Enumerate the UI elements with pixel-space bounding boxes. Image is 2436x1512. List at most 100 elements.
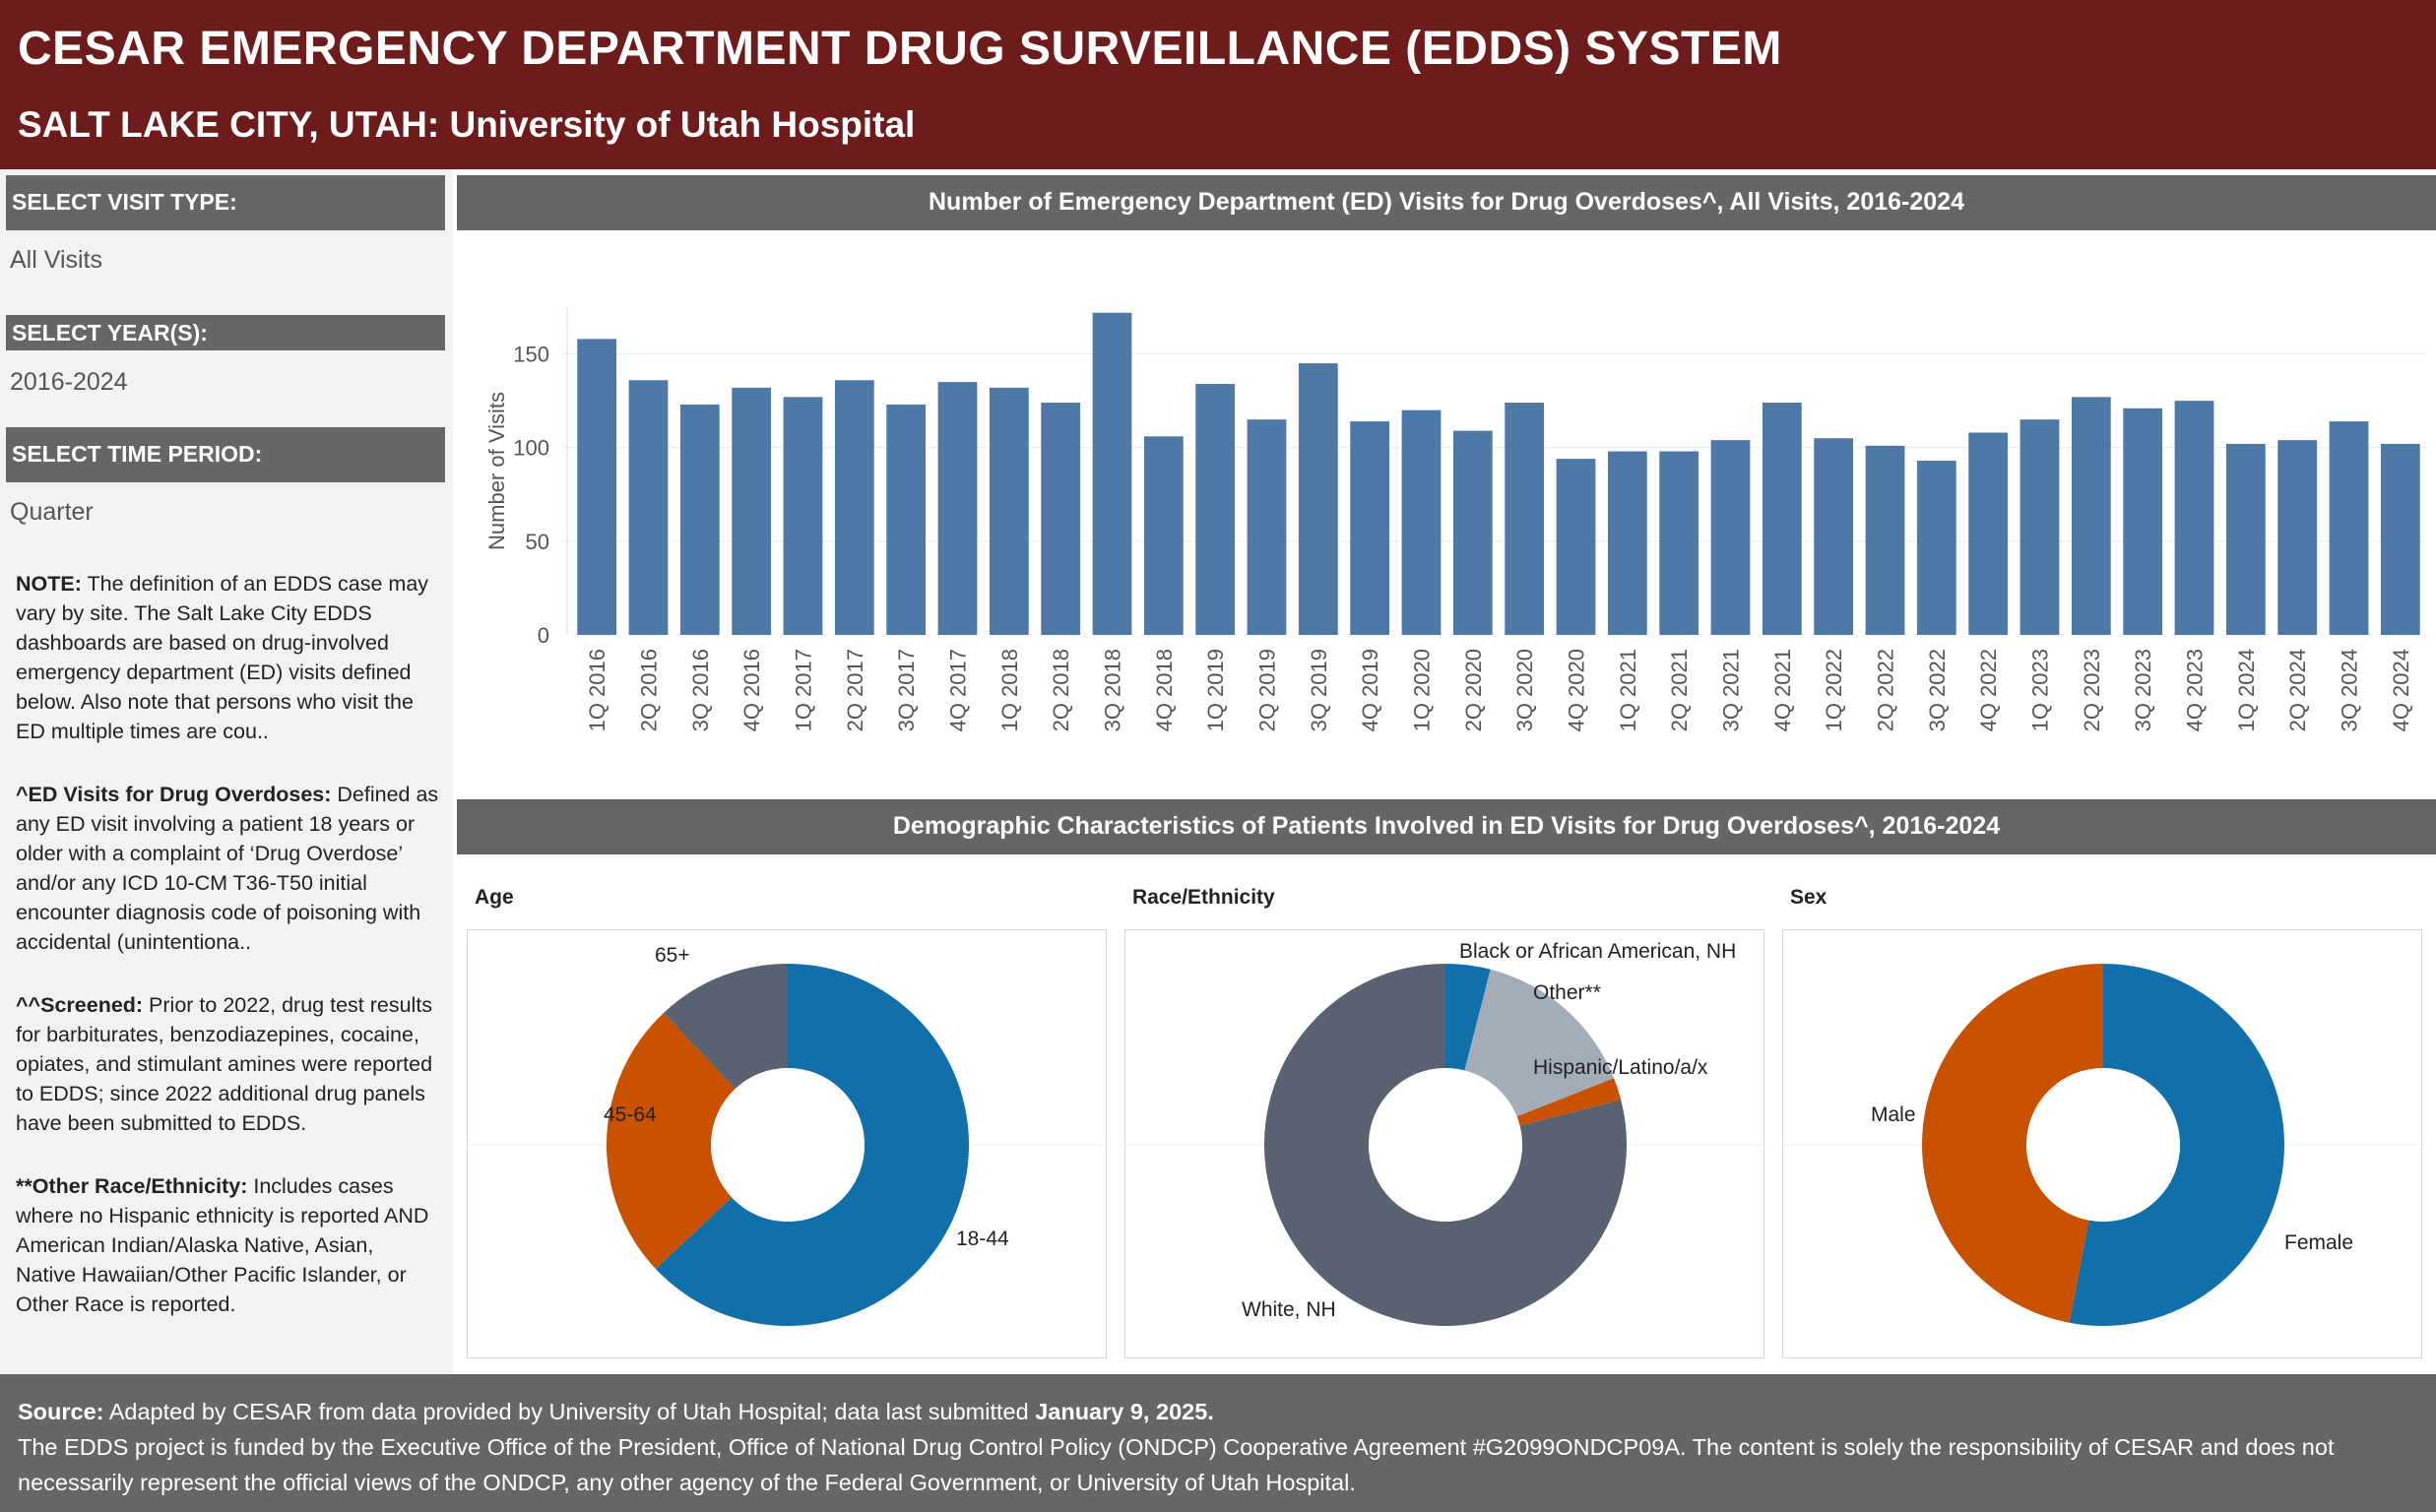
x-tick-label: 3Q 2016 [688, 649, 713, 731]
bar-4Q-2016[interactable] [732, 387, 772, 635]
slice-label: White, NH [1242, 1298, 1336, 1321]
bar-3Q-2019[interactable] [1298, 363, 1338, 635]
slice-black-or-african-american-nh[interactable] [1445, 964, 1491, 1071]
x-tick-label: 2Q 2019 [1255, 649, 1280, 731]
bar-2Q-2021[interactable] [1659, 451, 1699, 635]
bar-4Q-2023[interactable] [2174, 401, 2214, 635]
years-filter-value[interactable]: 2016-2024 [10, 368, 128, 396]
x-tick-label: 3Q 2018 [1101, 649, 1125, 731]
x-tick-label: 4Q 2021 [1770, 649, 1795, 731]
x-tick-label: 2Q 2018 [1049, 649, 1073, 731]
visit-type-filter-value[interactable]: All Visits [10, 246, 103, 274]
sex-chart-frame: Female Male [1782, 929, 2423, 1358]
note-definition-title: NOTE: [16, 572, 82, 596]
years-filter-label: SELECT YEAR(S): [6, 315, 445, 350]
time-period-filter-value[interactable]: Quarter [10, 498, 94, 526]
bar-3Q-2016[interactable] [679, 404, 720, 635]
note-screened-title: ^^Screened: [16, 993, 144, 1017]
x-tick-label: 1Q 2019 [1203, 649, 1228, 731]
note-screened-text: Prior to 2022, drug test results for bar… [16, 993, 433, 1135]
bar-3Q-2020[interactable] [1505, 403, 1545, 635]
x-tick-label: 1Q 2023 [2028, 649, 2053, 731]
bar-1Q-2016[interactable] [577, 339, 617, 635]
slice-45-64[interactable] [607, 1012, 736, 1269]
bar-2Q-2024[interactable] [2277, 440, 2318, 635]
sidebar: SELECT VISIT TYPE: All Visits SELECT YEA… [0, 169, 453, 1374]
source-text: Adapted by CESAR from data provided by U… [103, 1399, 1036, 1424]
slice-18-44[interactable] [655, 964, 969, 1326]
bar-3Q-2022[interactable] [1916, 461, 1956, 635]
donut-hole [1369, 1068, 1522, 1222]
x-tick-label: 4Q 2018 [1152, 649, 1177, 731]
slice-label: Male [1871, 1103, 1916, 1126]
x-tick-label: 4Q 2024 [2389, 649, 2413, 731]
note-ed-visits-text: Defined as any ED visit involving a pati… [16, 783, 439, 954]
bar-4Q-2017[interactable] [937, 382, 978, 635]
note-definition: NOTE: The definition of an EDDS case may… [16, 569, 439, 746]
bar-1Q-2018[interactable] [989, 387, 1029, 635]
bar-1Q-2021[interactable] [1607, 451, 1647, 635]
bar-1Q-2024[interactable] [2225, 443, 2266, 635]
funding-text: The EDDS project is funded by the Execut… [18, 1434, 2335, 1495]
slice-label: Other** [1533, 981, 1601, 1004]
y-tick-label: 100 [513, 436, 549, 461]
bar-2Q-2018[interactable] [1041, 403, 1081, 635]
bar-1Q-2023[interactable] [2019, 419, 2060, 635]
slice-65-[interactable] [664, 964, 788, 1090]
bar-4Q-2022[interactable] [1968, 432, 2009, 635]
sex-chart-label: Sex [1790, 886, 1827, 909]
slice-female[interactable] [2069, 964, 2284, 1326]
x-tick-label: 4Q 2022 [1976, 649, 2001, 731]
bar-1Q-2022[interactable] [1814, 438, 1854, 635]
y-axis-title: Number of Visits [484, 392, 509, 550]
slice-label: 45-64 [604, 1103, 657, 1126]
slice-white-nh[interactable] [1264, 964, 1627, 1326]
x-tick-label: 1Q 2024 [2234, 649, 2259, 731]
note-other-race-title: **Other Race/Ethnicity: [16, 1174, 248, 1198]
x-tick-label: 1Q 2022 [1822, 649, 1846, 731]
bar-2Q-2022[interactable] [1865, 445, 1905, 635]
donut-hole [711, 1068, 865, 1222]
slice-label: 18-44 [956, 1228, 1009, 1250]
x-tick-label: 4Q 2016 [739, 649, 764, 731]
x-tick-label: 1Q 2018 [997, 649, 1022, 731]
slice-male[interactable] [1922, 964, 2103, 1323]
x-tick-label: 1Q 2017 [792, 649, 816, 731]
bar-4Q-2018[interactable] [1143, 436, 1184, 635]
bar-4Q-2024[interactable] [2380, 443, 2420, 635]
bar-1Q-2017[interactable] [783, 397, 823, 635]
source-label: Source: [18, 1399, 104, 1424]
bar-2Q-2016[interactable] [628, 380, 669, 635]
bar-2Q-2020[interactable] [1452, 430, 1493, 635]
bar-1Q-2020[interactable] [1401, 410, 1442, 635]
bar-3Q-2018[interactable] [1092, 312, 1132, 635]
bar-3Q-2023[interactable] [2123, 408, 2163, 635]
age-chart-frame: 18-44 45-64 65+ [467, 929, 1108, 1358]
bar-2Q-2023[interactable] [2071, 397, 2111, 635]
bar-2Q-2019[interactable] [1247, 419, 1287, 635]
bar-4Q-2019[interactable] [1350, 421, 1390, 635]
bar-3Q-2017[interactable] [886, 404, 927, 635]
x-tick-label: 2Q 2020 [1461, 649, 1486, 731]
dashboard-title: CESAR EMERGENCY DEPARTMENT DRUG SURVEILL… [18, 23, 1782, 75]
x-tick-label: 2Q 2016 [637, 649, 662, 731]
slice-other-[interactable] [1464, 969, 1615, 1117]
bar-2Q-2017[interactable] [834, 380, 874, 635]
age-donut-chart: 18-44 45-64 65+ [468, 944, 1108, 1326]
bar-1Q-2019[interactable] [1195, 384, 1236, 635]
note-other-race: **Other Race/Ethnicity: Includes cases w… [16, 1171, 439, 1319]
slice-label: Female [2284, 1231, 2353, 1254]
x-tick-label: 2Q 2022 [1874, 649, 1898, 731]
bar-4Q-2020[interactable] [1556, 459, 1596, 635]
y-tick-label: 50 [526, 530, 549, 554]
y-tick-label: 150 [513, 343, 549, 367]
donut-hole [2026, 1068, 2180, 1222]
slice-hispanic-latino-a-x[interactable] [1516, 1078, 1622, 1126]
bar-3Q-2021[interactable] [1710, 440, 1751, 635]
bar-4Q-2021[interactable] [1762, 403, 1802, 635]
note-ed-visits-title: ^ED Visits for Drug Overdoses: [16, 783, 332, 806]
x-tick-label: 3Q 2017 [894, 649, 919, 731]
x-tick-label: 4Q 2020 [1565, 649, 1589, 731]
footer: Source: Adapted by CESAR from data provi… [0, 1374, 2436, 1512]
bar-3Q-2024[interactable] [2329, 421, 2369, 635]
